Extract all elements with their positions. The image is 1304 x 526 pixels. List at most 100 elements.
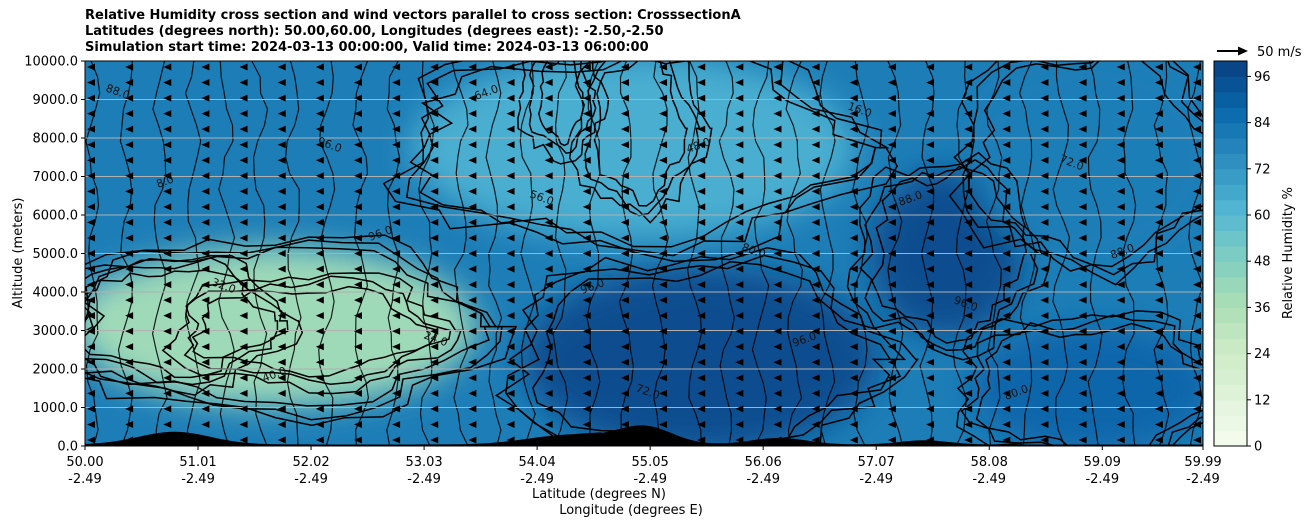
wind-arrow bbox=[887, 234, 896, 242]
wind-arrow bbox=[811, 420, 820, 428]
wind-arrow bbox=[1078, 172, 1087, 180]
wind-arrow bbox=[964, 327, 973, 335]
wind-arrow bbox=[620, 374, 629, 382]
wind-arrow bbox=[430, 203, 439, 211]
wind-arrow bbox=[163, 63, 172, 71]
wind-arrow bbox=[544, 312, 553, 320]
contour-line-14 bbox=[568, 61, 713, 224]
wind-arrow bbox=[468, 265, 477, 273]
wind-arrow bbox=[468, 281, 477, 289]
wind-arrow bbox=[392, 312, 401, 320]
wind-arrow bbox=[353, 296, 362, 304]
wind-arrow bbox=[849, 63, 858, 71]
wind-arrow bbox=[773, 79, 782, 87]
wind-arrow bbox=[887, 110, 896, 118]
wind-arrow bbox=[926, 94, 935, 102]
x-tick-label-lon: -2.49 bbox=[294, 472, 328, 487]
wind-arrow bbox=[773, 218, 782, 226]
wind-arrow bbox=[659, 187, 668, 195]
colorbar-band bbox=[1214, 261, 1247, 278]
wind-arrow bbox=[659, 234, 668, 242]
wind-arrow bbox=[430, 436, 439, 444]
wind-arrow bbox=[163, 405, 172, 413]
y-tick-label: 0.0 bbox=[57, 440, 78, 455]
wind-arrow bbox=[773, 343, 782, 351]
wind-arrow bbox=[430, 358, 439, 366]
y-tick-label: 3000.0 bbox=[33, 324, 79, 339]
wind-arrow bbox=[964, 218, 973, 226]
wind-arrow bbox=[239, 125, 248, 133]
wind-arrow bbox=[1154, 436, 1163, 444]
x-tick-label-lon: -2.49 bbox=[746, 472, 780, 487]
wind-arrow bbox=[697, 94, 706, 102]
wind-arrow bbox=[87, 125, 95, 133]
wind-arrow bbox=[849, 374, 858, 382]
wind-arrow bbox=[544, 63, 553, 71]
wind-arrow bbox=[87, 296, 95, 304]
wind-arrow bbox=[353, 141, 362, 149]
wind-arrow bbox=[582, 389, 591, 397]
wind-arrow bbox=[506, 172, 515, 180]
wind-arrow bbox=[1154, 250, 1163, 257]
wind-arrow bbox=[1078, 296, 1087, 304]
wind-arrow bbox=[163, 94, 172, 102]
grid-lines bbox=[85, 99, 1203, 408]
wind-arrow bbox=[315, 312, 324, 320]
wind-arrow bbox=[773, 141, 782, 149]
wind-arrow bbox=[201, 203, 210, 211]
wind-arrow bbox=[239, 436, 248, 444]
wind-arrow bbox=[201, 141, 210, 149]
wind-arrow bbox=[125, 250, 134, 257]
wind-arrow bbox=[659, 110, 668, 118]
wind-arrow bbox=[163, 389, 172, 397]
contour-line-28 bbox=[962, 61, 1203, 276]
wind-arrow bbox=[1154, 63, 1163, 71]
x-tick-label-lat: 58.08 bbox=[971, 455, 1008, 470]
wind-arrow bbox=[926, 374, 935, 382]
wind-arrow bbox=[1154, 218, 1163, 226]
wind-arrow bbox=[201, 265, 210, 273]
wind-arrow bbox=[659, 420, 668, 428]
wind-arrow bbox=[1078, 374, 1087, 382]
wind-arrow bbox=[735, 110, 744, 118]
wind-arrow bbox=[430, 110, 439, 118]
wind-arrow bbox=[277, 156, 286, 164]
wind-arrow bbox=[468, 156, 477, 164]
wind-arrow bbox=[430, 343, 439, 351]
wind-arrow bbox=[964, 312, 973, 320]
wind-arrow bbox=[1078, 125, 1087, 133]
wind-arrow bbox=[659, 327, 668, 335]
wind-arrow bbox=[1002, 187, 1011, 195]
wind-arrow bbox=[735, 389, 744, 397]
wind-arrow bbox=[1154, 405, 1163, 413]
wind-arrow bbox=[1040, 343, 1049, 351]
wind-arrow bbox=[392, 436, 401, 444]
wind-arrow bbox=[697, 281, 706, 289]
x-tick-label-lon: -2.49 bbox=[859, 472, 893, 487]
wind-arrow bbox=[315, 389, 324, 397]
wind-arrow bbox=[468, 420, 477, 428]
x-tick-label-lat: 59.09 bbox=[1084, 455, 1121, 470]
humidity-region-8 bbox=[970, 324, 1203, 446]
wind-arrow bbox=[87, 374, 95, 382]
wind-arrow bbox=[392, 94, 401, 102]
wind-arrow bbox=[392, 374, 401, 382]
wind-arrow bbox=[201, 327, 210, 335]
wind-arrow bbox=[430, 218, 439, 226]
wind-arrow bbox=[125, 63, 134, 71]
wind-arrow bbox=[735, 250, 744, 257]
wind-arrow bbox=[277, 94, 286, 102]
wind-arrow bbox=[315, 203, 324, 211]
wind-arrow bbox=[1040, 203, 1049, 211]
contour-line-27 bbox=[968, 61, 1203, 268]
wind-arrow bbox=[735, 374, 744, 382]
wind-arrow bbox=[773, 250, 782, 257]
colorbar-band bbox=[1214, 107, 1247, 124]
wind-arrow bbox=[468, 187, 477, 195]
wind-arrow bbox=[239, 358, 248, 366]
x-axis-label-latitude: Latitude (degrees N) bbox=[532, 487, 666, 502]
wind-arrow bbox=[430, 125, 439, 133]
colorbar-band bbox=[1214, 415, 1247, 432]
wind-arrow bbox=[1193, 327, 1201, 335]
wind-arrow bbox=[1040, 187, 1049, 195]
